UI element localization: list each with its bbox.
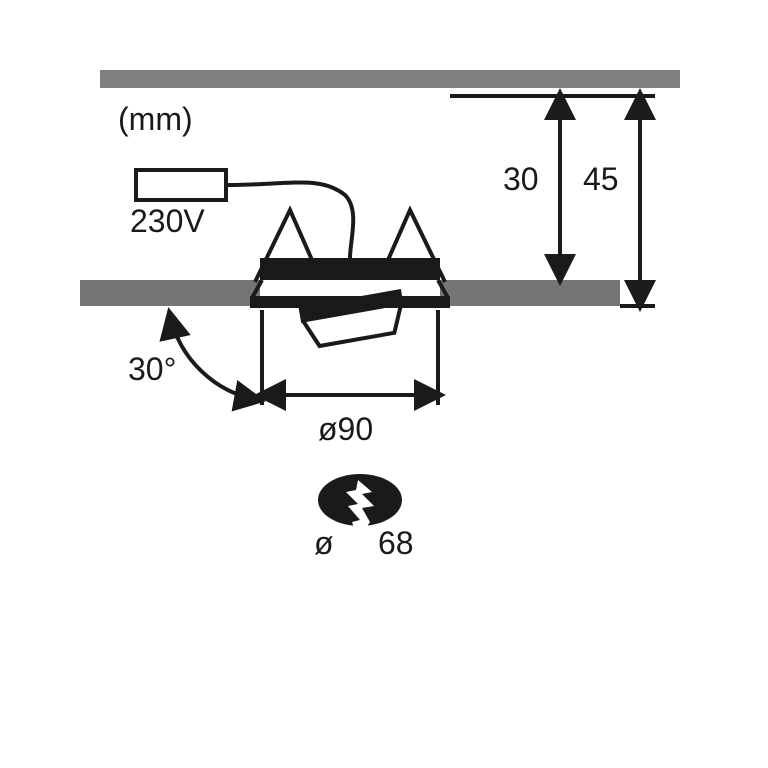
cutout-diameter-value: 68 (378, 525, 414, 561)
dimension-90-label: ø90 (318, 411, 373, 447)
ceiling-bar (100, 70, 680, 88)
fixture-body (260, 258, 440, 280)
mount-plate-right (440, 280, 620, 306)
dimension-diagram: (mm) 230V 30° 30 45 ø90 (0, 0, 768, 768)
dimension-45-label: 45 (583, 161, 619, 197)
dimension-30: 30 (450, 96, 575, 278)
tilt-angle-label: 30° (128, 351, 176, 387)
mount-plate-left (80, 280, 260, 306)
dimension-diameter-90: ø90 (262, 310, 438, 447)
cutout-diameter-prefix: ø (314, 525, 334, 561)
dimension-30-label: 30 (503, 161, 539, 197)
unit-label: (mm) (118, 101, 193, 137)
voltage-label: 230V (130, 203, 205, 239)
power-wire (226, 183, 353, 259)
tilt-arc (170, 315, 258, 400)
dimension-45: 45 (575, 96, 655, 306)
driver-box (136, 170, 226, 200)
cutout-symbol: ø 68 (314, 474, 414, 561)
